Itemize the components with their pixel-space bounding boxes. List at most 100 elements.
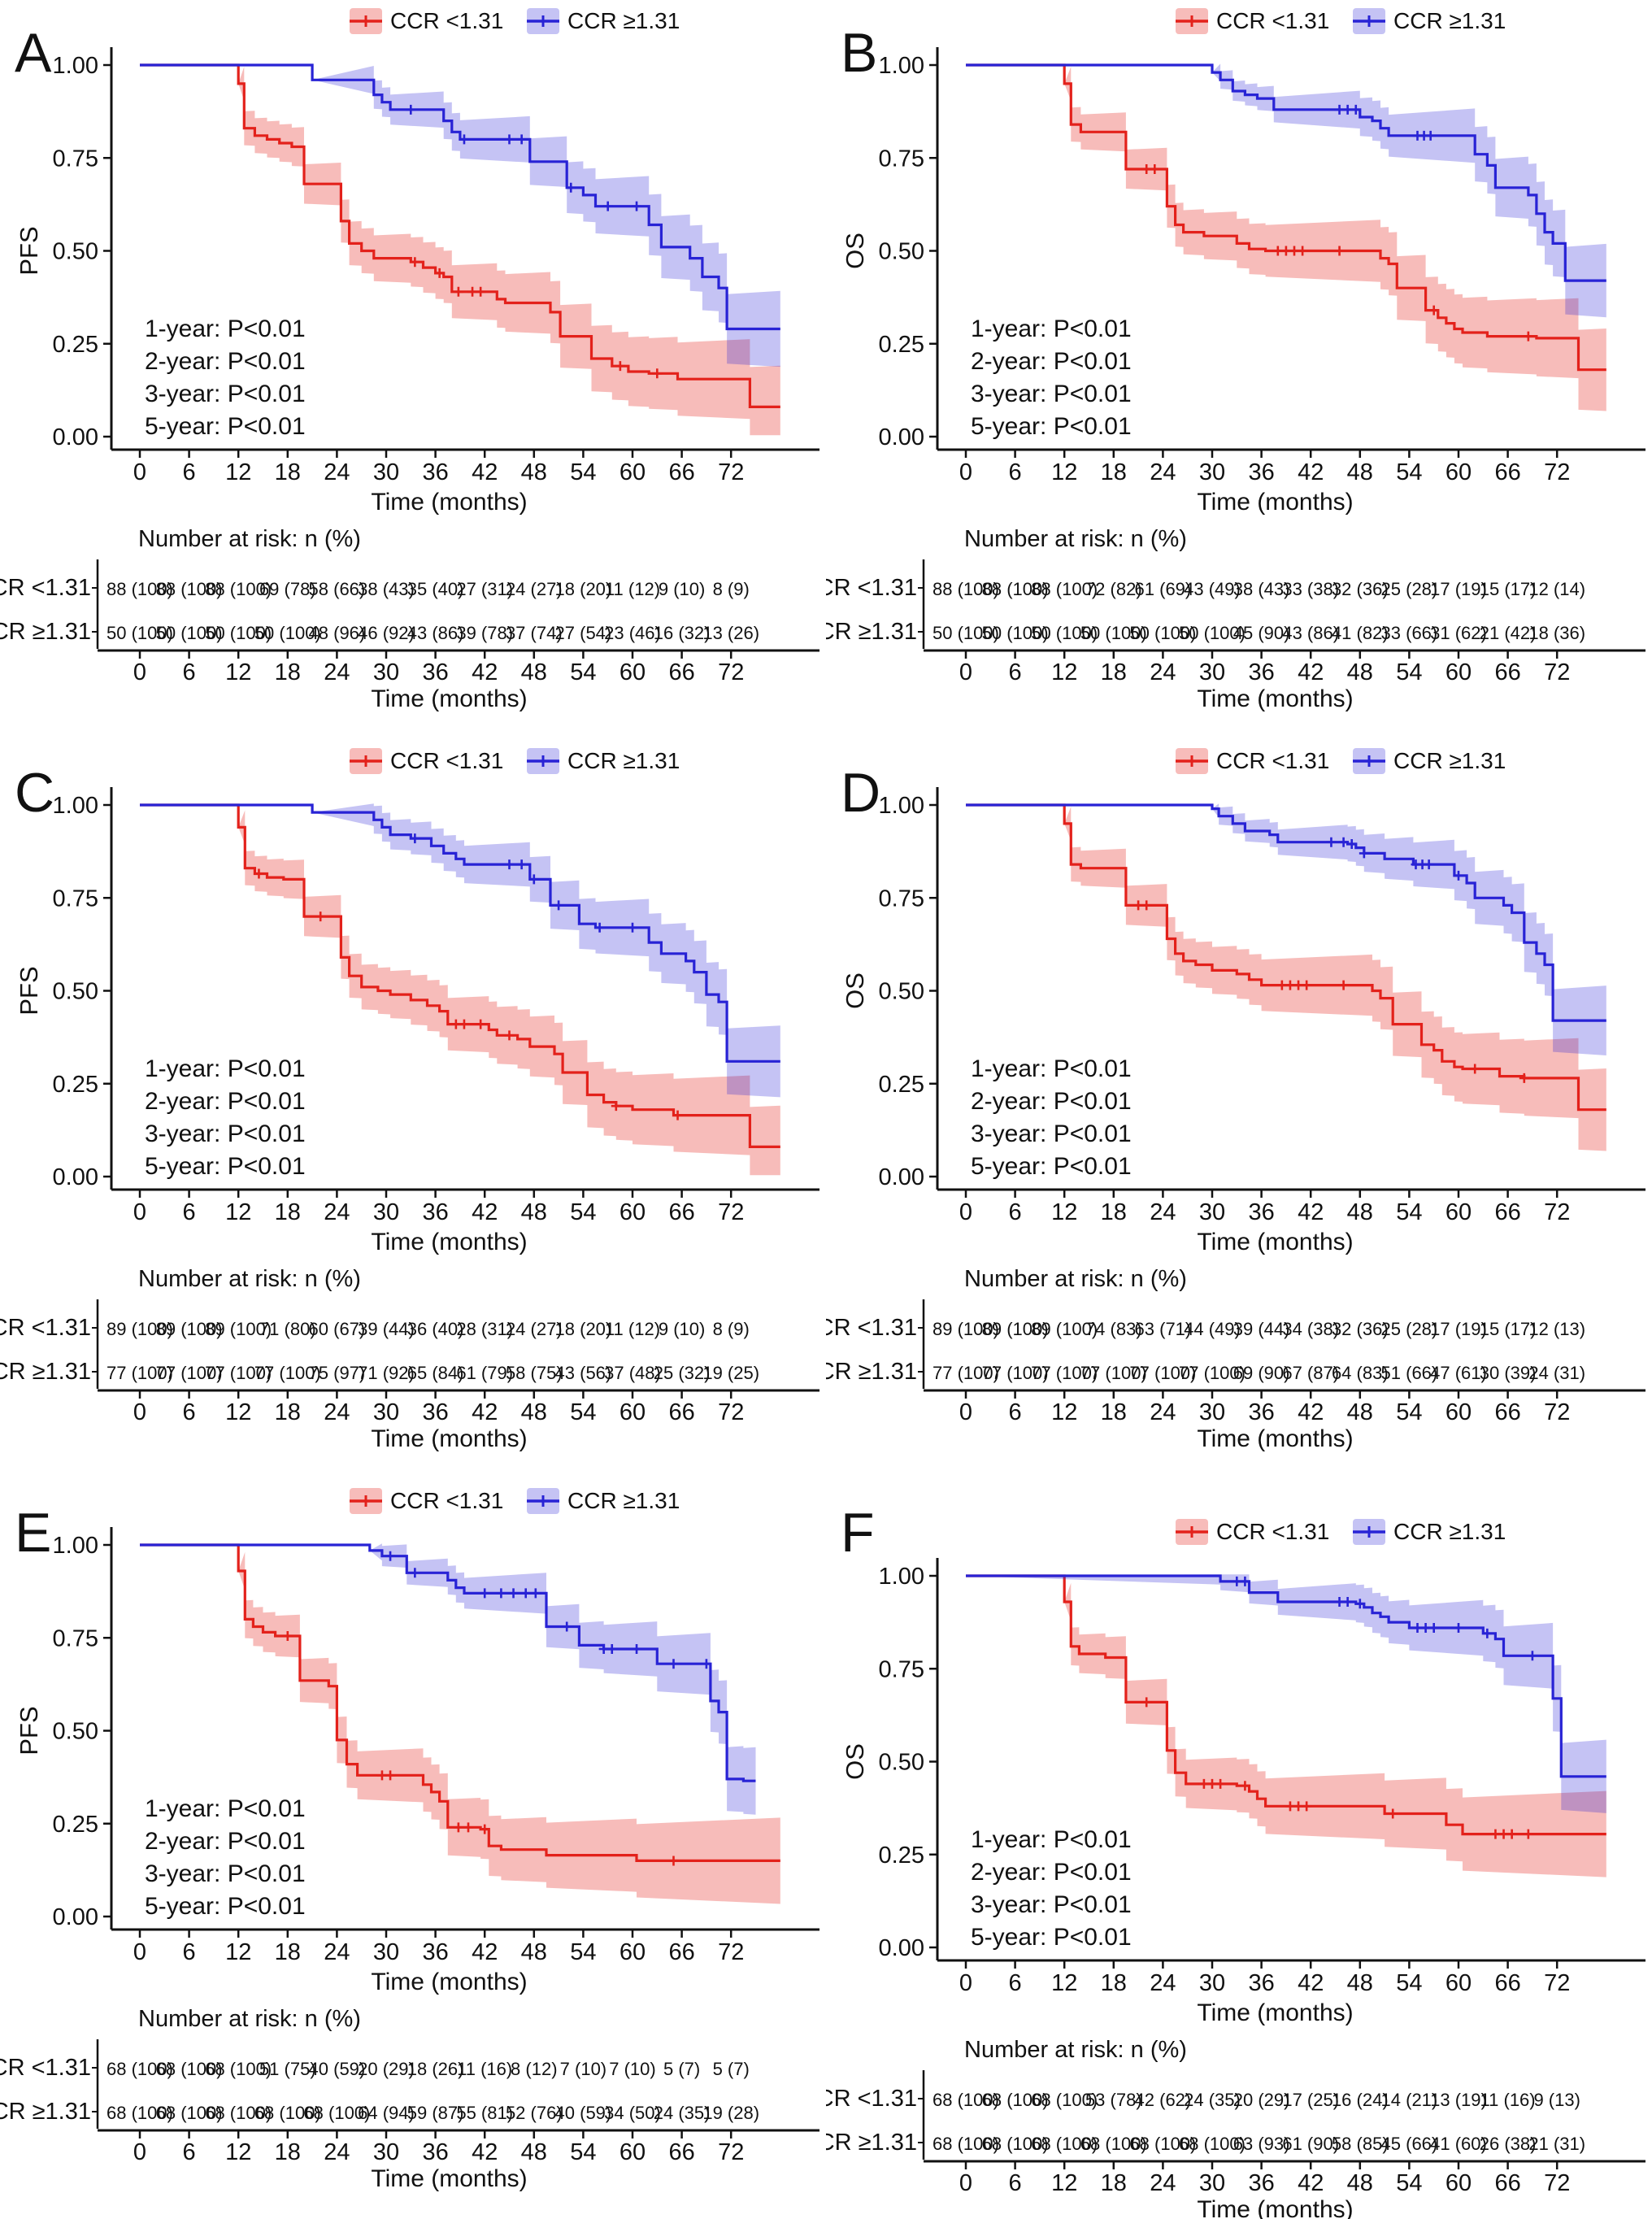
risk-x-tick-label: 36 [422,2139,448,2165]
blue-censor-tick [1412,1622,1423,1633]
red-censor-tick [1141,900,1152,911]
risk-x-tick-label: 72 [718,659,744,685]
risk-count: 68 (100) [205,2103,272,2123]
blue-censor-tick [602,201,613,211]
x-tick-label: 6 [1009,1199,1022,1225]
x-tick-label: 60 [620,1939,646,1965]
risk-count: 35 (40) [407,579,464,599]
risk-count: 45 (90) [1233,623,1290,643]
red-censor-tick [1523,331,1533,342]
risk-x-tick-label: 60 [620,2139,646,2165]
risk-count: 68 (100) [1031,2134,1098,2154]
x-tick-label: 48 [521,1199,547,1225]
red-censor-tick [480,1824,490,1834]
risk-count: 52 (76) [506,2103,563,2123]
blue-censor-tick [632,201,642,211]
blue-censor-tick [504,859,515,870]
y-axis-title: PFS [15,966,43,1015]
risk-count: 40 (59) [309,2059,366,2079]
blue-censor-tick [598,1643,609,1654]
x-tick-label: 30 [1199,459,1225,485]
risk-x-tick-label: 12 [1051,659,1077,685]
pvalue-annotation: 5-year: P<0.01 [971,413,1132,440]
legend: CCR <1.31 CCR ≥1.31 [350,748,680,774]
blue-censor-mark-icon [537,755,549,767]
risk-count: 68 (100) [982,2134,1049,2154]
risk-x-tick-label: 18 [275,1399,301,1425]
y-tick-label: 0.00 [879,1164,924,1190]
risk-x-tick-label: 42 [472,659,498,685]
blue-confidence-band [966,803,1606,1055]
risk-table-header: Number at risk: n (%) [964,2037,1187,2063]
red-censor-mark-icon [360,755,372,767]
risk-x-tick-label: 12 [1051,1399,1077,1425]
risk-count: 8 (9) [713,1319,750,1339]
x-tick-label: 66 [1494,1970,1520,1996]
blue-km-curve [966,803,1606,1022]
x-tick-label: 36 [422,1939,448,1965]
x-tick-label: 12 [1051,459,1077,485]
y-tick-label: 0.75 [879,1656,924,1682]
red-censor-tick [504,1030,515,1041]
risk-count: 39 (78) [456,623,513,643]
y-tick-label: 0.00 [879,1935,924,1961]
red-censor-tick [1240,1781,1250,1791]
risk-count: 46 (92) [358,623,415,643]
blue-censor-tick [1334,104,1345,115]
x-tick-label: 12 [225,459,251,485]
y-tick-label: 0.75 [879,146,924,172]
risk-x-tick-label: 72 [1544,2170,1570,2196]
x-axis-title: Time (months) [1197,1999,1353,2026]
risk-count: 5 (7) [663,2059,700,2079]
risk-count: 18 (20) [555,579,612,599]
x-tick-label: 48 [1347,1199,1373,1225]
pvalue-annotation: 1-year: P<0.01 [145,1055,306,1082]
y-tick-label: 0.00 [53,1904,98,1930]
panel-C-content: C CCR <1.31 CCR ≥1.31 1.00 0.75 0.50 0.25 0.00 P… [0,748,819,1452]
risk-x-tick-label: 48 [1347,2170,1373,2196]
risk-row-label: CCR <1.31 [826,1315,917,1341]
blue-confidence-band [966,63,1606,318]
blue-censor-mark-icon [1363,1526,1375,1538]
blue-censor-tick [1334,1596,1345,1607]
y-tick-label: 0.25 [53,332,98,358]
x-tick-label: 12 [225,1939,251,1965]
risk-count: 67 (87) [1282,1363,1339,1383]
red-censor-tick [652,368,663,379]
x-tick-label: 24 [324,1199,350,1225]
risk-count: 88 (100) [982,579,1049,599]
risk-count: 24 (35) [654,2103,711,2123]
panel-D-chart: D CCR <1.31 CCR ≥1.31 1.00 0.75 0.50 0.25 0.00 O… [826,748,1645,1452]
x-tick-label: 36 [422,459,448,485]
red-censor-tick [1302,1801,1312,1812]
pvalue-annotation: 5-year: P<0.01 [145,1893,306,1920]
x-tick-label: 42 [472,1199,498,1225]
risk-count: 55 (81) [456,2103,513,2123]
pvalue-annotation: 3-year: P<0.01 [145,1120,306,1147]
risk-x-tick-label: 66 [1494,659,1520,685]
red-km-curve [966,63,1606,372]
legend-label: CCR <1.31 [1216,1519,1329,1544]
pvalue-annotation: 2-year: P<0.01 [145,1088,306,1115]
risk-count: 50 (100) [107,623,173,643]
red-censor-tick [1523,1829,1533,1839]
panel-B: B CCR <1.31 CCR ≥1.31 1.00 0.75 0.50 0.25 0.00 O… [826,0,1652,740]
risk-row-label: CCR ≥1.31 [0,619,91,645]
risk-count: 68 (100) [933,2134,999,2154]
x-tick-label: 18 [1101,1199,1127,1225]
red-censor-tick [463,1822,473,1833]
legend-label: CCR <1.31 [390,8,503,33]
risk-count: 19 (25) [702,1363,759,1383]
y-tick-label: 0.75 [53,885,98,912]
risk-count: 77 (100) [1080,1363,1147,1383]
x-tick-label: 36 [1248,1970,1274,1996]
risk-x-tick-label: 54 [1396,2170,1422,2196]
y-tick-label: 0.25 [53,1072,98,1098]
risk-x-tick-label: 6 [1009,659,1022,685]
x-tick-label: 48 [1347,1970,1373,1996]
risk-count: 32 (36) [1332,1319,1389,1339]
risk-count: 61 (79) [456,1363,513,1383]
risk-count: 68 (100) [156,2059,223,2079]
risk-count: 16 (32) [654,623,711,643]
